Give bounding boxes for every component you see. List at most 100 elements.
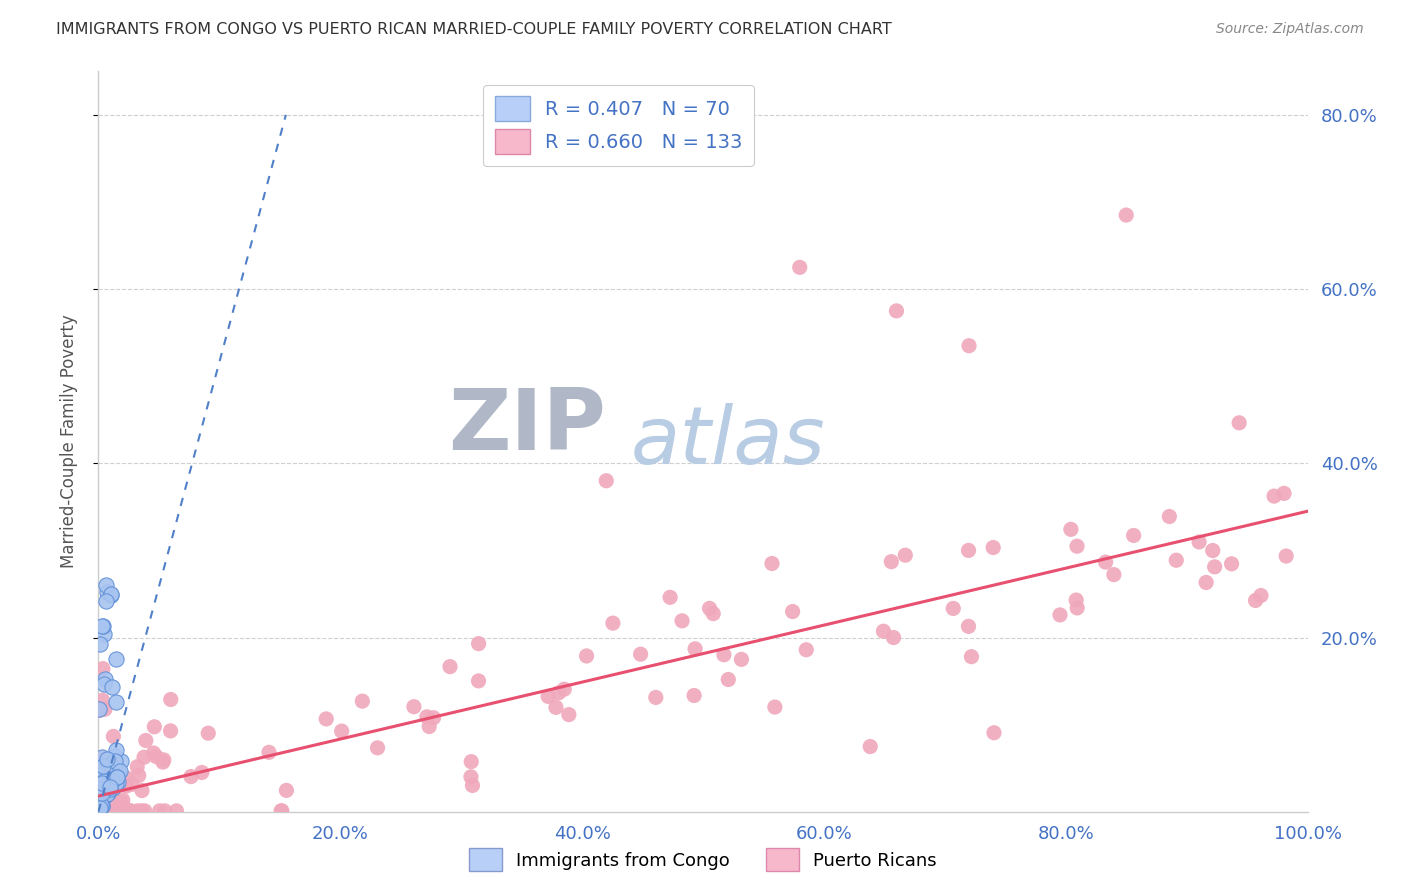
Point <box>96 584 118 599</box>
Point <box>101 789 124 804</box>
Point <box>94 761 117 775</box>
Point <box>108 764 131 778</box>
Point <box>547 686 569 700</box>
Point <box>107 765 129 780</box>
Point <box>87 702 110 716</box>
Point <box>180 770 202 784</box>
Point <box>96 804 118 818</box>
Point <box>89 773 111 788</box>
Point <box>104 775 127 789</box>
Point <box>91 799 114 814</box>
Point <box>1094 555 1116 569</box>
Point <box>104 804 127 818</box>
Point <box>1272 486 1295 500</box>
Point <box>90 797 112 811</box>
Point <box>880 555 903 569</box>
Point <box>90 780 112 795</box>
Point <box>98 781 121 796</box>
Legend: Immigrants from Congo, Puerto Ricans: Immigrants from Congo, Puerto Ricans <box>463 841 943 879</box>
Point <box>90 790 112 805</box>
Point <box>553 682 575 697</box>
Point <box>671 614 693 628</box>
Point <box>135 733 157 747</box>
Point <box>270 804 292 818</box>
Point <box>101 780 124 795</box>
Point <box>131 804 153 818</box>
Point <box>942 601 965 615</box>
Point <box>97 786 120 800</box>
Point <box>93 765 115 780</box>
Point <box>89 789 111 804</box>
Point <box>91 619 114 633</box>
Point <box>87 799 110 814</box>
Point <box>859 739 882 754</box>
Legend: R = 0.407   N = 70, R = 0.660   N = 133: R = 0.407 N = 70, R = 0.660 N = 133 <box>484 85 754 166</box>
Point <box>152 753 174 767</box>
Point <box>659 591 682 605</box>
Point <box>120 804 142 818</box>
Point <box>886 304 908 318</box>
Point <box>1204 559 1226 574</box>
Point <box>94 702 117 716</box>
Point <box>1122 528 1144 542</box>
Point <box>91 786 114 800</box>
Point <box>1195 575 1218 590</box>
Point <box>90 783 112 797</box>
Point <box>89 637 111 651</box>
Point <box>117 771 139 785</box>
Point <box>100 587 122 601</box>
Point <box>418 719 440 733</box>
Point <box>782 605 804 619</box>
Point <box>104 754 127 768</box>
Point <box>1066 600 1088 615</box>
Point <box>713 648 735 662</box>
Point <box>416 710 439 724</box>
Point <box>558 707 581 722</box>
Point <box>789 260 811 275</box>
Point <box>595 474 617 488</box>
Point <box>94 578 117 592</box>
Point <box>1115 208 1137 222</box>
Point <box>89 782 111 797</box>
Point <box>94 781 117 796</box>
Point <box>197 726 219 740</box>
Text: ZIP: ZIP <box>449 385 606 468</box>
Point <box>90 767 112 781</box>
Text: Source: ZipAtlas.com: Source: ZipAtlas.com <box>1216 22 1364 37</box>
Point <box>91 776 114 790</box>
Point <box>352 694 374 708</box>
Point <box>537 690 560 704</box>
Point <box>367 740 389 755</box>
Point <box>105 794 128 808</box>
Point <box>103 770 125 784</box>
Point <box>191 765 214 780</box>
Point <box>96 594 118 608</box>
Point <box>90 804 112 818</box>
Point <box>149 804 172 818</box>
Point <box>104 804 127 818</box>
Point <box>114 804 136 818</box>
Point <box>97 804 120 818</box>
Point <box>1064 593 1087 607</box>
Point <box>1227 416 1250 430</box>
Point <box>257 745 280 759</box>
Point <box>93 773 115 788</box>
Point <box>1202 543 1225 558</box>
Point <box>111 804 134 818</box>
Point <box>1159 509 1181 524</box>
Point <box>142 746 165 760</box>
Point <box>983 725 1005 739</box>
Point <box>91 789 114 803</box>
Point <box>111 793 134 807</box>
Point <box>981 541 1004 555</box>
Point <box>699 601 721 615</box>
Point <box>683 641 706 656</box>
Point <box>153 804 176 818</box>
Point <box>315 712 337 726</box>
Point <box>1060 522 1083 536</box>
Point <box>143 720 166 734</box>
Point <box>467 637 489 651</box>
Point <box>644 690 666 705</box>
Point <box>702 607 724 621</box>
Point <box>461 779 484 793</box>
